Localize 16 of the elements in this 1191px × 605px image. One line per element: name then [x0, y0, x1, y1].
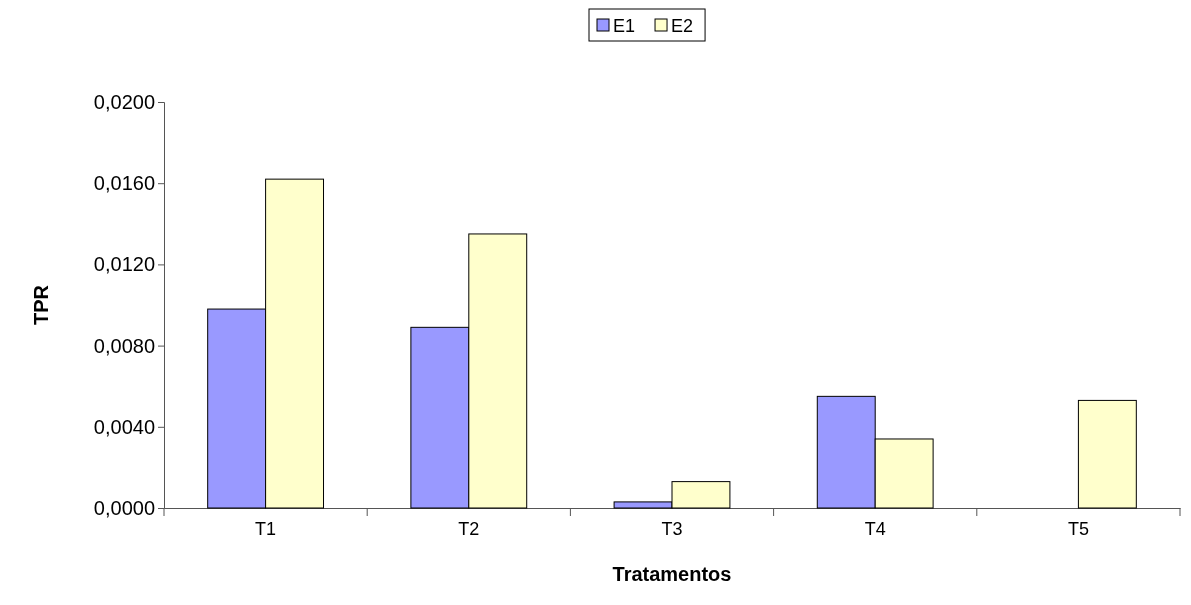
x-tick-label: T5 [1067, 518, 1089, 539]
legend-label: E2 [671, 16, 694, 36]
x-tick-label: T1 [255, 518, 277, 539]
bar [1077, 399, 1137, 509]
x-tick-label: T3 [661, 518, 683, 539]
y-tick-label: 0,0000 [93, 496, 155, 519]
x-axis-title: Tratamentos [612, 563, 732, 585]
y-tick-label: 0,0160 [93, 172, 155, 195]
y-tick-label: 0,0120 [93, 253, 155, 276]
y-axis-title: TPR [30, 284, 52, 325]
x-tick-label: T2 [458, 518, 480, 539]
x-tick-label: T4 [864, 518, 886, 539]
y-tick-label: 0,0040 [93, 415, 155, 438]
y-tick-label: 0,0200 [93, 90, 155, 113]
legend-label: E1 [613, 16, 636, 36]
y-tick-label: 0,0080 [93, 334, 155, 357]
